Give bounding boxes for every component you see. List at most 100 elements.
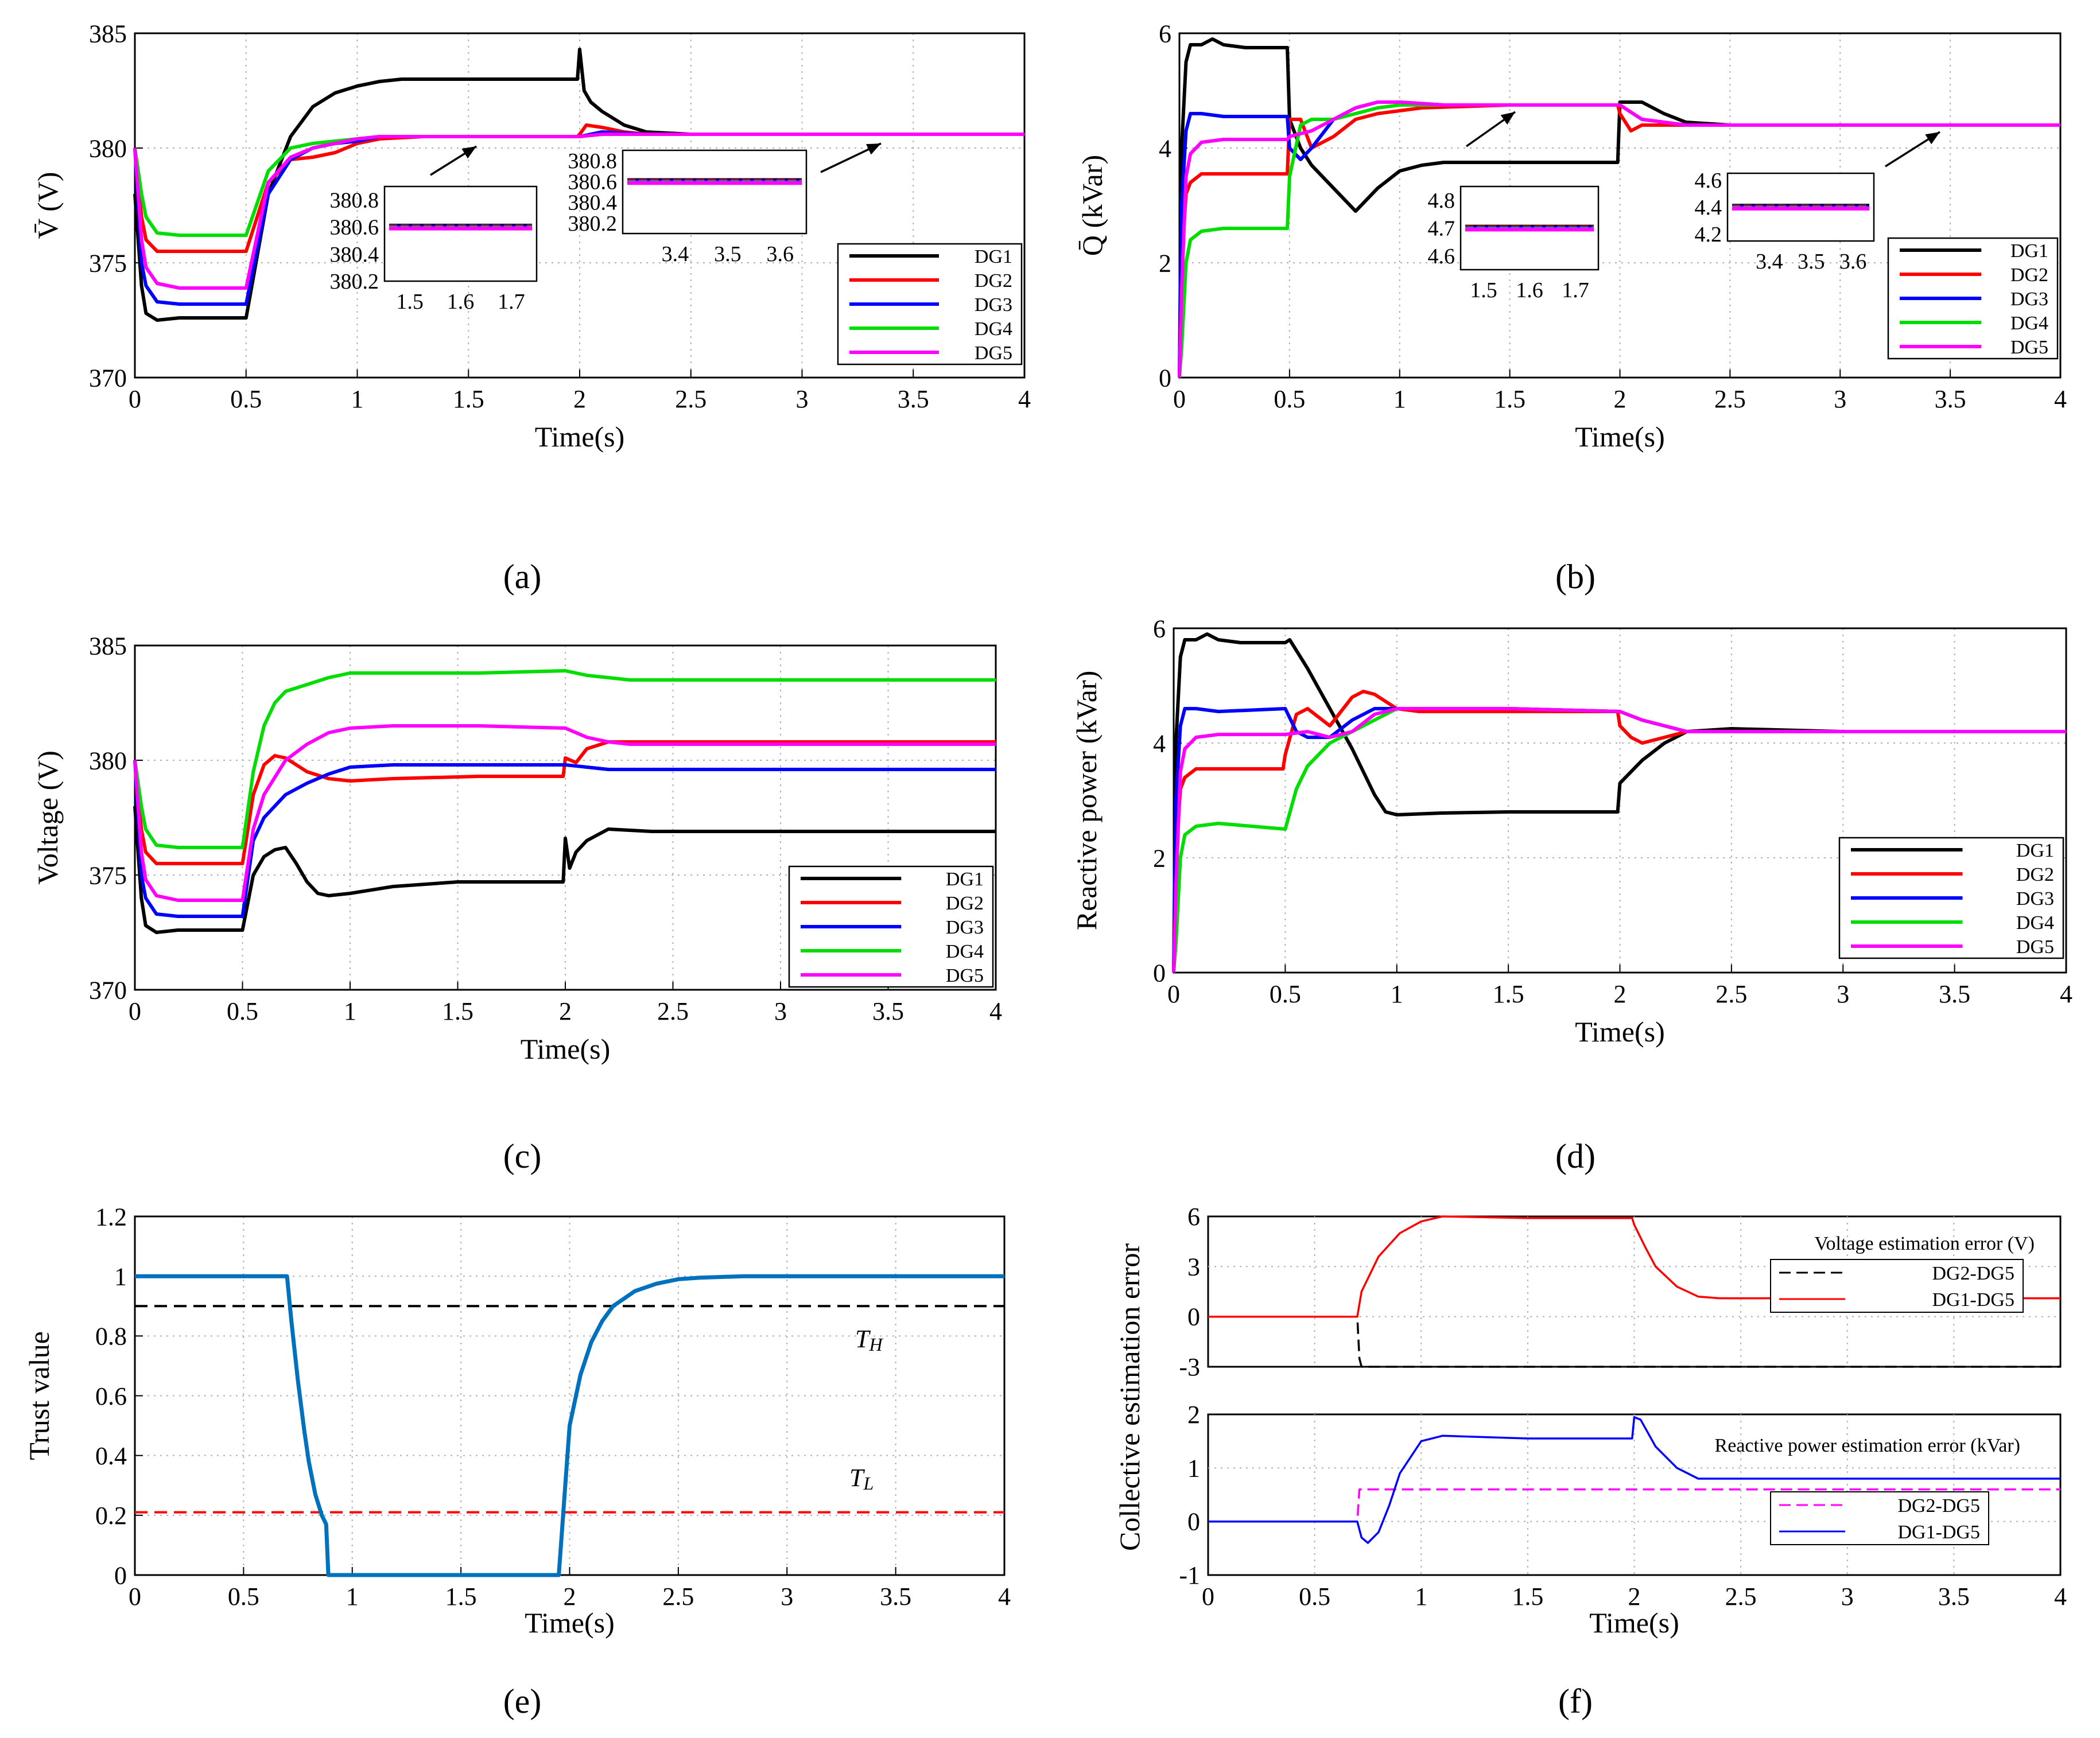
chart-b: 0 0.5 1 1.5 2 2.5 3 3.5 4 0 2 4 6 Time(s) Q̄ (kVar) DG1… — [1076, 20, 2067, 596]
x-tick-label: 3 — [796, 385, 809, 413]
inset-y-tick-label: 4.6 — [1428, 244, 1455, 269]
x-tick-label: 2.5 — [675, 385, 707, 413]
x-tick-label: 3.5 — [898, 385, 929, 413]
legend-label: DG3 — [975, 294, 1012, 316]
x-tick-label: 0.5 — [228, 1583, 259, 1611]
legend-label: DG3 — [2016, 888, 2054, 909]
panel-label: (d) — [1555, 1137, 1596, 1175]
y-tick-label: 1 — [114, 1263, 127, 1291]
panel-label: (c) — [503, 1137, 542, 1175]
inset-y-tick-label: 380.6 — [568, 170, 618, 194]
y-axis-label: Voltage (V) — [32, 751, 64, 885]
legend-label: DG2-DG5 — [1897, 1495, 1980, 1517]
inset-y-tick-label: 4.7 — [1428, 217, 1455, 241]
y-tick-label: 0 — [1187, 1508, 1200, 1536]
x-tick-label: 0.5 — [1270, 980, 1301, 1008]
y-tick-label: 0 — [114, 1561, 127, 1589]
subplot-title: Reactive power estimation error (kVar) — [1715, 1435, 2020, 1456]
x-tick-label: 1 — [1391, 980, 1403, 1008]
legend-label: DG4 — [2010, 313, 2048, 334]
inset-y-tick-label: 380.2 — [568, 212, 618, 236]
inset-x-tick-label: 3.5 — [714, 242, 742, 266]
y-axis-label: Reactive power (kVar) — [1070, 671, 1103, 931]
series-dg5 — [133, 133, 1024, 290]
legend-label: DG3 — [946, 917, 984, 938]
legend-label: DG5 — [2010, 337, 2048, 358]
legend-label: DG4 — [975, 318, 1012, 340]
series-trust — [135, 1274, 1004, 1577]
x-tick-label: 1.5 — [1512, 1583, 1543, 1611]
x-tick-label: 1.5 — [1494, 385, 1525, 413]
y-tick-label: 0.8 — [95, 1323, 127, 1351]
series-dg4 — [133, 669, 996, 849]
x-tick-label: 2 — [1614, 980, 1627, 1008]
x-tick-label: 4 — [1018, 385, 1031, 413]
x-tick-label: 1.5 — [442, 997, 473, 1025]
chart-c: 0 0.5 1 1.5 2 2.5 3 3.5 4 370 375 380 385 Time(s) Volt… — [32, 632, 1002, 1175]
x-tick-label: 4 — [998, 1583, 1011, 1611]
y-tick-label: 380 — [89, 746, 127, 775]
x-axis-label: Time(s) — [525, 1607, 615, 1639]
x-tick-label: 3.5 — [872, 997, 904, 1025]
series-dg5 — [1172, 707, 2066, 973]
chart-f: -3 0 3 6 Voltage estimation error (V) DG2-DG5… — [1113, 1203, 2067, 1720]
x-tick-label: 1 — [1393, 385, 1406, 413]
legend-label: DG1 — [946, 869, 984, 890]
x-tick-label: 1 — [1415, 1583, 1427, 1611]
y-axis-label: Collective estimation error — [1113, 1243, 1146, 1551]
inset-x-tick-label: 1.5 — [1470, 278, 1497, 302]
legend-label: DG1 — [2010, 240, 2048, 262]
subplot-0: -3 0 3 6 Voltage estimation error (V) DG2-DG5… — [1179, 1203, 2062, 1381]
panel-label: (a) — [503, 558, 542, 596]
x-tick-label: 0 — [129, 997, 141, 1025]
x-tick-label: 2 — [559, 997, 572, 1025]
x-tick-label: 2 — [1614, 385, 1627, 413]
arrow-head — [1925, 132, 1940, 145]
y-tick-label: 1 — [1187, 1454, 1200, 1482]
x-tick-label: 3 — [774, 997, 787, 1025]
inset-y-tick-label: 4.4 — [1695, 196, 1722, 220]
y-tick-label: 380 — [89, 134, 127, 162]
series-dg2 — [133, 123, 1024, 253]
y-tick-label: 0 — [1187, 1303, 1200, 1331]
x-tick-label: 1 — [346, 1583, 359, 1611]
series-dg3 — [133, 760, 996, 918]
x-tick-label: 2 — [1628, 1583, 1641, 1611]
x-tick-label: 2.5 — [1715, 980, 1747, 1008]
x-tick-label: 0.5 — [230, 385, 262, 413]
y-tick-label: 385 — [89, 632, 127, 660]
legend-label: DG2 — [2016, 864, 2054, 885]
x-tick-label: 1.5 — [445, 1583, 477, 1611]
arrow-head — [461, 146, 476, 159]
x-axis-label: Time(s) — [1575, 1016, 1665, 1048]
inset-y-tick-label: 380.6 — [330, 216, 379, 240]
x-tick-label: 3 — [1837, 980, 1849, 1008]
x-tick-label: 0 — [1173, 385, 1186, 413]
x-tick-label: 0 — [1167, 980, 1180, 1008]
y-tick-label: 375 — [89, 861, 127, 889]
inset-frame — [383, 185, 538, 282]
legend-label: DG1 — [2016, 840, 2054, 861]
y-tick-label: 385 — [89, 20, 127, 48]
x-tick-label: 0.5 — [1299, 1583, 1330, 1611]
y-tick-label: -3 — [1179, 1353, 1200, 1381]
x-tick-label: 4 — [2054, 385, 2067, 413]
inset-x-tick-label: 3.6 — [1839, 250, 1867, 274]
y-tick-label: 0.2 — [95, 1502, 127, 1530]
y-tick-label: 0.4 — [95, 1442, 127, 1470]
x-tick-label: 0 — [129, 1583, 141, 1611]
series-dg5 — [133, 724, 996, 902]
x-tick-label: 2 — [573, 385, 586, 413]
x-tick-label: 2.5 — [657, 997, 689, 1025]
y-tick-label: 375 — [89, 249, 127, 277]
x-tick-label: 2.5 — [1714, 385, 1746, 413]
x-tick-label: 4 — [989, 997, 1002, 1025]
inset-y-tick-label: 4.6 — [1695, 169, 1722, 193]
legend-label: DG5 — [975, 343, 1012, 364]
legend-box — [1770, 1491, 1989, 1545]
threshold-subscript: L — [863, 1473, 874, 1494]
threshold-symbol: T — [855, 1325, 871, 1353]
y-tick-label: 2 — [1153, 844, 1166, 872]
